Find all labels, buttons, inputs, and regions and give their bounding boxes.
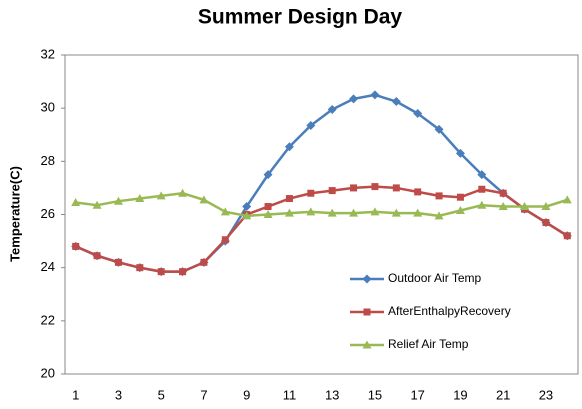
series-line [75,191,568,218]
marker [362,340,372,349]
marker [307,189,315,197]
marker [220,207,230,216]
marker [242,211,252,220]
marker [434,124,444,134]
marker [499,189,507,197]
marker [455,206,465,215]
marker [327,208,337,217]
plot-area [64,54,579,375]
legend-label: Outdoor Air Temp [388,271,481,285]
marker [477,170,487,180]
marker [71,198,81,207]
marker [455,148,465,158]
marker [435,192,443,200]
marker [284,142,294,152]
marker [264,203,272,211]
x-tick-label: 1 [72,387,79,402]
marker [263,210,273,218]
marker [156,191,166,200]
marker [413,108,423,118]
x-tick-label: 11 [283,387,297,402]
x-tick-label: 13 [325,387,339,402]
series-line [75,93,568,273]
marker [498,202,508,211]
marker [391,97,401,107]
marker [199,195,209,204]
marker [327,104,337,114]
marker [285,195,293,203]
marker [413,208,423,217]
y-tick-label: 28 [41,153,55,168]
marker [349,94,359,104]
marker [370,207,380,216]
x-tick-label: 3 [115,387,122,402]
x-tick-label: 19 [453,387,467,402]
x-tick-label: 15 [368,387,382,402]
y-tick-label: 26 [41,206,55,221]
series-line [75,185,568,273]
y-tick-label: 32 [41,46,55,61]
x-tick-label: 9 [243,387,250,402]
chart-title: Summer Design Day [198,6,403,29]
y-tick-label: 20 [41,365,55,380]
marker [328,187,336,195]
marker [349,208,359,217]
marker [114,258,122,266]
y-tick-label: 22 [41,312,55,327]
legend-label: AfterEnthalpyRecovery [388,304,511,318]
marker [562,195,572,204]
marker [362,274,372,284]
marker [306,207,316,216]
marker [178,188,188,197]
marker [392,184,400,192]
marker [284,208,294,217]
marker [200,258,208,266]
marker [93,252,101,260]
y-axis-title: Temperature(C) [7,166,22,262]
marker [363,308,371,316]
y-tick-label: 30 [41,100,55,115]
x-tick-label: 21 [496,387,510,402]
marker [157,268,165,276]
marker [456,193,464,201]
marker [136,264,144,272]
marker [371,183,379,191]
marker [242,202,252,212]
x-tick-label: 7 [200,387,207,402]
marker [113,196,123,205]
marker [350,184,358,192]
marker [179,268,187,276]
x-tick-label: 23 [539,387,553,402]
marker [478,185,486,193]
marker [221,236,229,244]
marker [563,232,571,240]
marker [520,202,530,211]
marker [477,200,487,209]
legend-label: Relief Air Temp [388,337,469,351]
marker [92,200,102,209]
marker [391,208,401,217]
marker [542,218,550,226]
marker [135,194,145,203]
marker [370,90,380,100]
x-tick-label: 5 [158,387,165,402]
x-tick-label: 17 [410,387,424,402]
marker [541,202,551,211]
y-tick-label: 24 [41,259,55,274]
marker [434,211,444,220]
marker [263,170,273,180]
marker [72,242,80,250]
marker [414,188,422,196]
marker [306,120,316,130]
